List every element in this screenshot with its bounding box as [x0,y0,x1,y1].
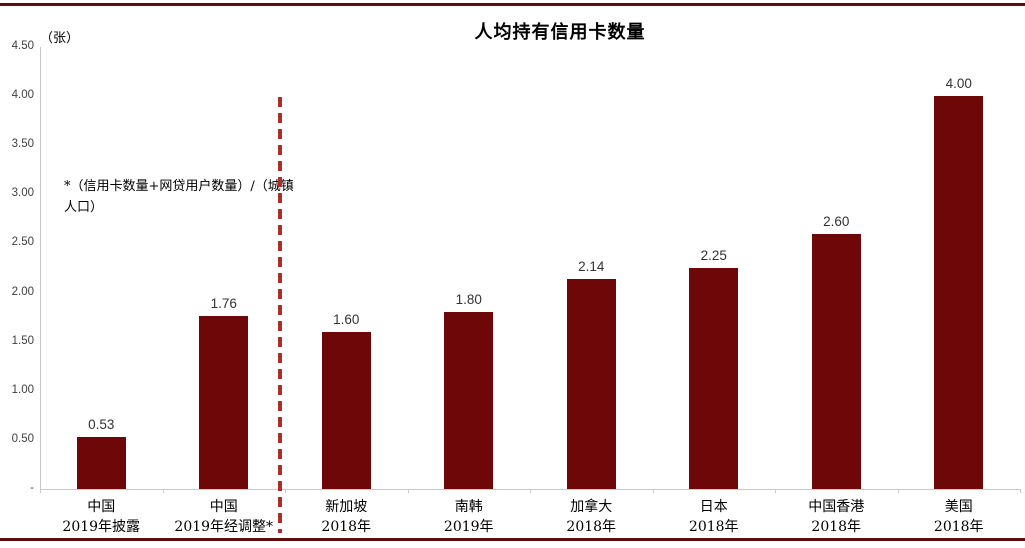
y-axis-tick-label: 4.50 [11,40,34,52]
bar [444,312,494,489]
x-axis-category-region-label: 中国 [87,499,116,515]
x-axis-tick-mark [162,489,164,493]
x-axis-tick-mark [530,489,531,493]
x-axis-category-region-label: 美国 [944,499,973,515]
bar-value-label: 4.00 [945,76,972,92]
bar-value-label: 1.76 [210,296,237,312]
bar [934,96,984,489]
bar [321,331,371,489]
bar-value-label: 2.14 [578,258,605,274]
x-axis-category-region-label: 中国香港 [808,499,865,515]
bar-value-label: 2.60 [823,213,850,229]
x-axis-category-region-label: 中国 [209,499,238,515]
bar [76,436,126,489]
bar-value-label: 2.25 [700,248,727,263]
x-axis-tick-mark [775,489,776,493]
bar [689,268,739,489]
x-axis-tick-mark [407,489,409,493]
x-axis-category-period-label: 2019年经调整* [174,519,274,535]
bar-value-label: 0.53 [88,416,115,432]
x-axis-category-region-label: 日本 [699,499,728,515]
x-axis-category-period-label: 2018年 [933,519,984,535]
x-axis-category-period-label: 2019年 [443,519,494,535]
x-axis-tick-mark [897,489,899,493]
x-axis-category-period-label: 2018年 [321,519,372,535]
bottom-border-line [0,538,1025,541]
separator-dashed-line [278,97,282,533]
x-axis-tick-mark [285,489,286,493]
x-axis-tick-mark [40,489,41,493]
y-axis-tick-label: - [30,482,34,494]
bar-value-label: 1.80 [455,292,482,308]
bar [566,278,616,489]
y-axis-tick-label: 1.50 [11,334,34,347]
x-axis-category-region-label: 加拿大 [570,499,613,515]
x-axis-category-region-label: 新加坡 [325,499,368,515]
y-axis-tick-label: 1.00 [11,383,34,396]
y-axis-tick-label: 2.00 [11,285,34,298]
x-axis-category-period-label: 2018年 [688,519,739,535]
y-axis-tick-label: 4.00 [11,89,34,102]
x-axis-tick-mark [652,489,654,493]
y-axis-unit-label: （张） [40,31,80,46]
chart-footnote: *（信用卡数量+网贷用户数量）/（城镇人口） [64,179,294,215]
y-axis-tick-label: 3.50 [11,138,34,151]
x-axis-tick-mark [1020,489,1021,493]
bar [199,316,249,489]
y-axis-line [40,47,41,489]
y-axis-tick-label: 0.50 [11,432,34,445]
x-axis-category-period-label: 2019年披露 [62,519,141,535]
y-axis-tick-label: 2.50 [11,236,34,249]
y-axis-tick-label: 3.00 [11,187,34,200]
top-border-line [0,3,1025,6]
x-axis-category-period-label: 2018年 [566,519,617,535]
x-axis-category-period-label: 2018年 [811,519,862,535]
chart-title: 人均持有信用卡数量 [474,22,646,43]
bar [811,233,861,489]
bar-value-label: 1.60 [333,311,360,327]
x-axis-category-region-label: 南韩 [454,499,483,515]
